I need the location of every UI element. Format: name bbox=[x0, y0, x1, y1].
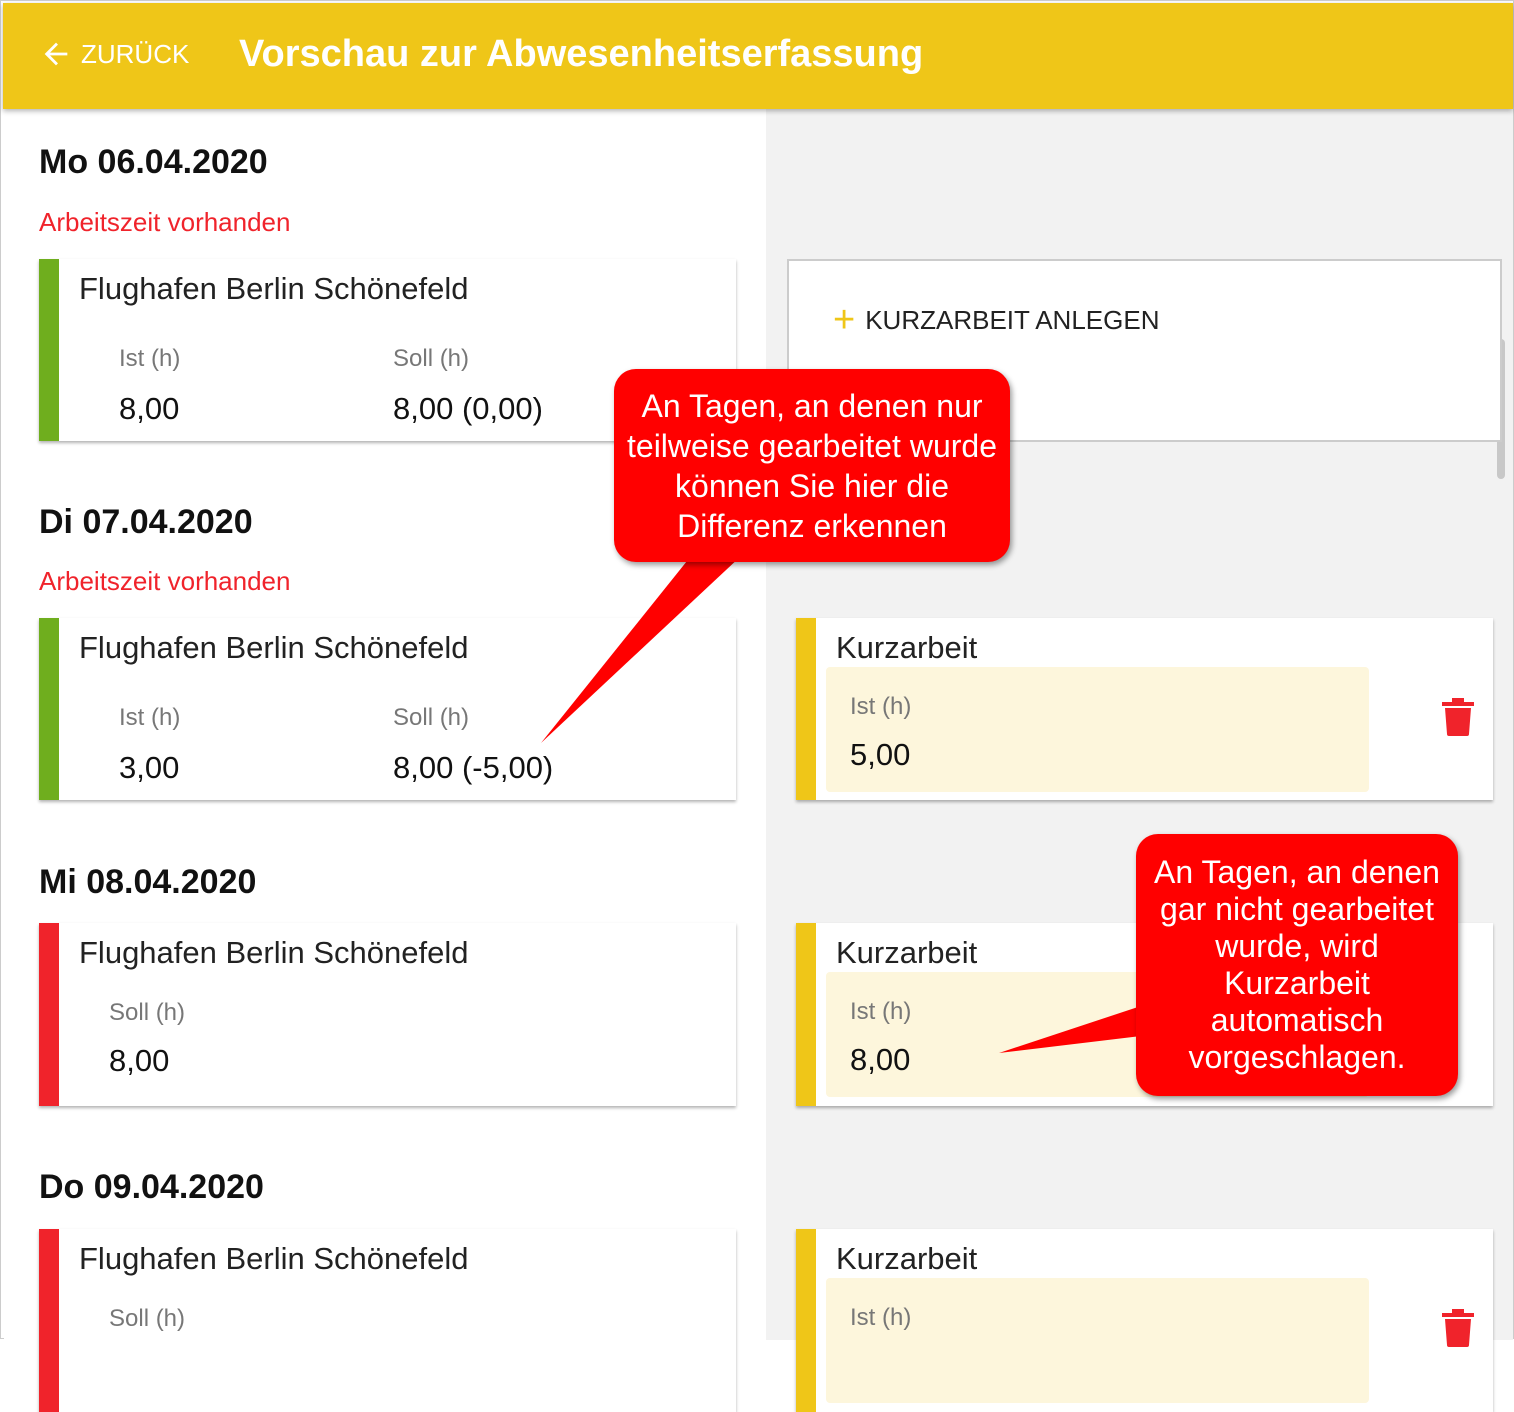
soll-label: Soll (h) bbox=[393, 704, 470, 731]
kurzarbeit-title: Kurzarbeit bbox=[836, 630, 978, 665]
day-date: Mi 08.04.2020 bbox=[39, 863, 257, 901]
work-card[interactable]: Flughafen Berlin Schönefeld Ist (h) 3,00… bbox=[39, 618, 736, 800]
day-date: Mo 06.04.2020 bbox=[39, 143, 268, 181]
location-name: Flughafen Berlin Schönefeld bbox=[79, 935, 469, 970]
trash-icon[interactable] bbox=[1442, 1309, 1474, 1347]
location-name: Flughafen Berlin Schönefeld bbox=[79, 271, 469, 306]
ist-value: 8,00 bbox=[850, 1042, 911, 1077]
page-title: Vorschau zur Abwesenheitserfassung bbox=[239, 33, 924, 75]
add-kurzarbeit-button[interactable]: + KURZARBEIT ANLEGEN bbox=[833, 301, 1159, 339]
plus-icon: + bbox=[833, 299, 856, 341]
ist-value: 5,00 bbox=[850, 737, 911, 772]
ist-input[interactable]: Ist (h) 5,00 bbox=[826, 667, 1369, 792]
soll-value: 8,00 (0,00) bbox=[393, 391, 543, 426]
work-card[interactable]: Flughafen Berlin Schönefeld Ist (h) 8,00… bbox=[39, 259, 736, 441]
ist-input[interactable]: Ist (h) bbox=[826, 1278, 1369, 1403]
add-kurzarbeit-label: KURZARBEIT ANLEGEN bbox=[865, 304, 1160, 335]
ist-label: Ist (h) bbox=[850, 1304, 912, 1331]
kurzarbeit-card[interactable]: Kurzarbeit Ist (h) 5,00 bbox=[796, 618, 1493, 800]
soll-value: 8,00 bbox=[109, 1043, 170, 1078]
ist-label: Ist (h) bbox=[119, 704, 181, 731]
day-date: Di 07.04.2020 bbox=[39, 503, 253, 541]
ist-label: Ist (h) bbox=[850, 693, 912, 720]
soll-label: Soll (h) bbox=[109, 1305, 186, 1332]
work-card[interactable]: Flughafen Berlin Schönefeld Soll (h) 8,0… bbox=[39, 923, 736, 1106]
location-name: Flughafen Berlin Schönefeld bbox=[79, 630, 469, 665]
kurzarbeit-card[interactable]: Kurzarbeit Ist (h) bbox=[796, 1229, 1493, 1412]
back-button[interactable]: ZURÜCK bbox=[39, 37, 189, 71]
soll-value: 8,00 (-5,00) bbox=[393, 750, 554, 785]
back-label: ZURÜCK bbox=[81, 38, 190, 69]
arrow-left-icon bbox=[44, 42, 68, 66]
work-card[interactable]: Flughafen Berlin Schönefeld Soll (h) bbox=[39, 1229, 736, 1412]
ist-label: Ist (h) bbox=[119, 345, 181, 372]
callout-no-work: An Tagen, an denen gar nicht gearbeitet … bbox=[1136, 834, 1458, 1096]
day-date: Do 09.04.2020 bbox=[39, 1168, 264, 1206]
day-status: Arbeitszeit vorhanden bbox=[39, 207, 291, 237]
kurzarbeit-title: Kurzarbeit bbox=[836, 1241, 978, 1276]
ist-label: Ist (h) bbox=[850, 998, 912, 1025]
callout-partial-work: An Tagen, an denen nur teilweise gearbei… bbox=[614, 369, 1010, 562]
soll-label: Soll (h) bbox=[109, 999, 186, 1026]
ist-value: 3,00 bbox=[119, 750, 180, 785]
ist-value: 8,00 bbox=[119, 391, 180, 426]
kurzarbeit-title: Kurzarbeit bbox=[836, 935, 978, 970]
trash-icon[interactable] bbox=[1442, 698, 1474, 736]
app-header: ZURÜCK Vorschau zur Abwesenheitserfassun… bbox=[3, 3, 1513, 109]
day-status: Arbeitszeit vorhanden bbox=[39, 566, 291, 596]
location-name: Flughafen Berlin Schönefeld bbox=[79, 1241, 469, 1276]
soll-label: Soll (h) bbox=[393, 345, 470, 372]
